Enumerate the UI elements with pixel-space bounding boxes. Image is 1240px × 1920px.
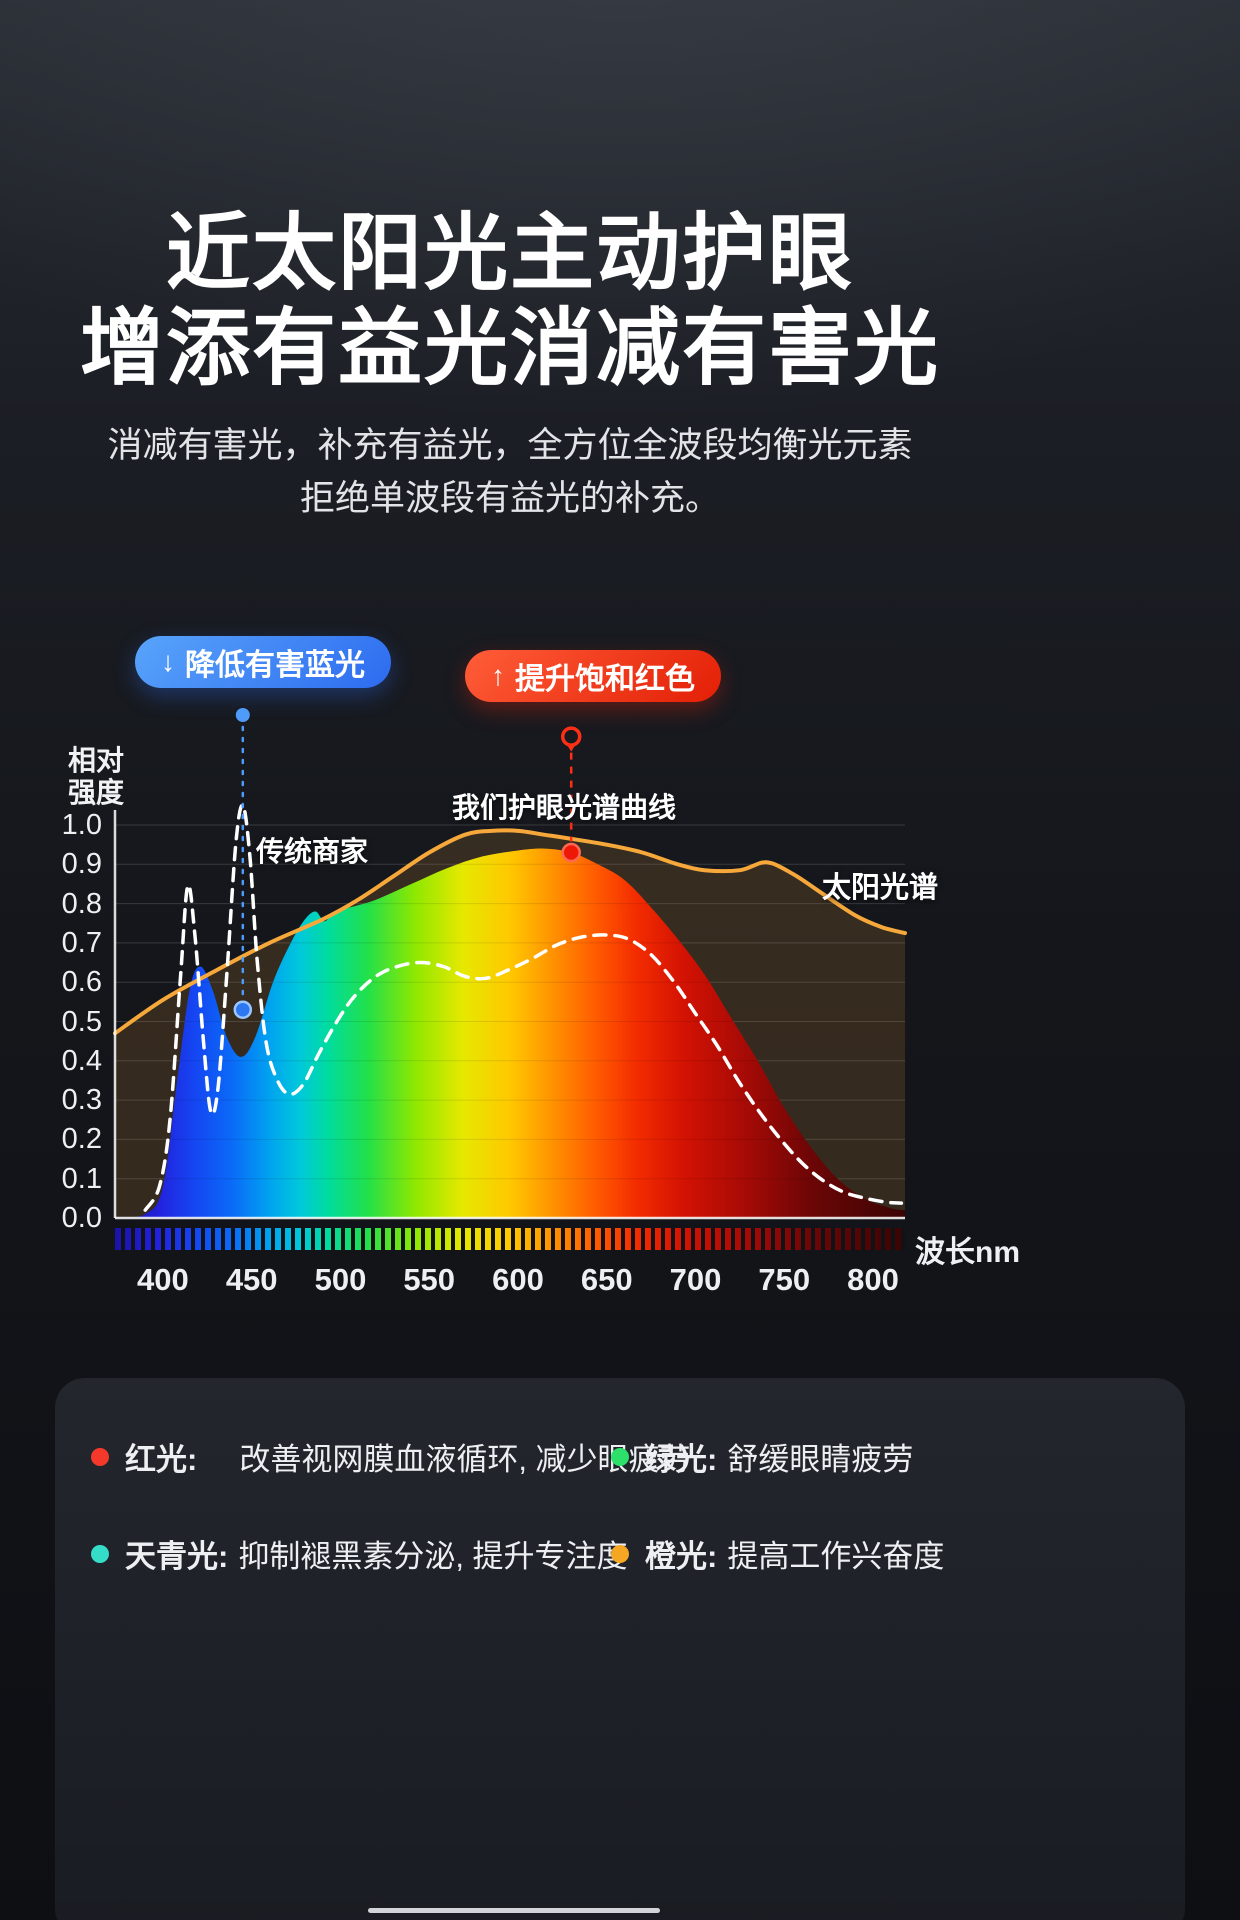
- chart-svg: [113, 708, 907, 1220]
- boost-red-badge: ↑ 提升饱和红色: [465, 650, 721, 702]
- legend-label: 绿光:: [645, 1442, 718, 1477]
- legend-color-dot: [91, 1544, 109, 1563]
- legend-label: 天青光:: [125, 1539, 229, 1574]
- subtitle-line-2: 拒绝单波段有益光的补充。: [299, 478, 720, 518]
- home-indicator: [368, 1908, 660, 1913]
- y-axis-title-line-1: 相对: [68, 745, 125, 776]
- legend-item-4: 橙光: 提高工作兴奋度: [611, 1531, 1165, 1576]
- our-curve-label: 我们护眼光谱曲线: [452, 792, 677, 823]
- rainbow-spectrum-area: [115, 848, 905, 1218]
- solar-curve-label: 太阳光谱: [822, 872, 939, 904]
- subtitle-line-1: 消减有害光，补充有益光，全方位全波段均衡光元素: [107, 426, 913, 465]
- legend-item-2: 绿光: 舒缓眼睛疲劳: [611, 1434, 1165, 1479]
- boost-red-label: 提升饱和红色: [515, 663, 695, 696]
- page-title: 近太阳光主动护眼 增添有益光消减有害光: [0, 206, 1020, 396]
- legend-color-dot: [611, 1544, 629, 1563]
- legend-label: 红光:: [125, 1442, 198, 1477]
- y-axis-title: 相对 强度: [68, 745, 124, 809]
- traditional-merchant-curve: [143, 803, 904, 1212]
- blue-marker-dot: [233, 1000, 253, 1019]
- title-line-2: 增添有益光消减有害光: [79, 300, 940, 395]
- traditional-curve-label: 传统商家: [256, 836, 369, 867]
- blue-marker-top-dot: [235, 708, 250, 722]
- red-marker-pin-tip: [567, 745, 576, 752]
- x-axis-title: 波长nm: [915, 1236, 1020, 1269]
- down-arrow-icon: ↓: [161, 646, 175, 677]
- page-subtitle: 消减有害光，补充有益光，全方位全波段均衡光元素 拒绝单波段有益光的补充。: [0, 420, 1020, 525]
- solar-spectrum-line: [113, 828, 907, 1036]
- reduce-blue-light-badge: ↓ 降低有害蓝光: [135, 636, 391, 688]
- legend-color-dot: [611, 1447, 629, 1466]
- wavelength-color-strip: [115, 1228, 905, 1250]
- legend-grid: 红光: 改善视网膜血液循环, 减少眼疲劳 绿光: 舒缓眼睛疲劳天青光: 抑制褪黑素分泌,…: [55, 1378, 1185, 1576]
- red-marker-ring: [560, 726, 582, 747]
- red-marker-dot: [561, 842, 581, 863]
- y-axis-title-line-2: 强度: [68, 777, 125, 809]
- spectrum-chart: [0, 700, 1240, 1300]
- reduce-blue-light-label: 降低有害蓝光: [185, 649, 365, 682]
- legend-item-1: 红光: 改善视网膜血液循环, 减少眼疲劳: [91, 1434, 691, 1479]
- legend-panel: 红光: 改善视网膜血液循环, 减少眼疲劳 绿光: 舒缓眼睛疲劳天青光: 抑制褪黑素分泌,…: [55, 1378, 1185, 1920]
- legend-label: 橙光:: [645, 1539, 718, 1574]
- legend-description: 提高工作兴奋度: [727, 1539, 945, 1574]
- legend-description: 舒缓眼睛疲劳: [727, 1442, 914, 1477]
- legend-item-3: 天青光: 抑制褪黑素分泌, 提升专注度: [91, 1531, 628, 1576]
- up-arrow-icon: ↑: [491, 660, 505, 691]
- legend-description: 抑制褪黑素分泌, 提升专注度: [238, 1539, 628, 1574]
- legend-color-dot: [91, 1447, 109, 1466]
- title-line-1: 近太阳光主动护眼: [165, 206, 854, 300]
